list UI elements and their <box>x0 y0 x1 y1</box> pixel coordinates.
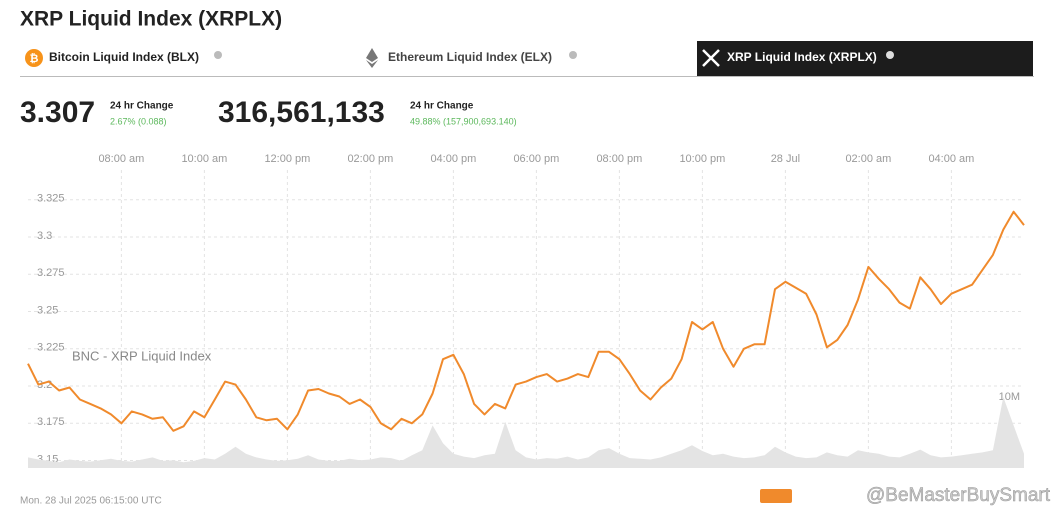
watermark: @BeMasterBuySmart <box>866 485 1051 506</box>
y-tick-label: 3.325 <box>37 193 65 205</box>
x-tick-label: 12:00 pm <box>264 153 310 165</box>
x-tick-label: 04:00 am <box>928 153 974 165</box>
x-tick-label: 08:00 pm <box>596 153 642 165</box>
x-tick-label: 06:00 pm <box>513 153 559 165</box>
tab[interactable]: XRP Liquid Index (XRPLX) <box>727 50 877 64</box>
y-tick-label: 3.3 <box>37 230 52 242</box>
volume: 316,561,133 <box>218 96 385 129</box>
plot: 08:00 am 10:00 am 12:00 pm 02:00 pm 04:00 pm… <box>27 153 1025 468</box>
y-tick-label: 3.25 <box>37 304 58 316</box>
title: XRP Liquid Index (XRPLX) <box>20 8 282 31</box>
y-tick-label: 3.275 <box>37 267 65 279</box>
change-label: 24 hr Change <box>410 101 474 112</box>
x-tick-label: 28 Jul <box>771 153 800 165</box>
annotation: BNC - XRP Liquid Index <box>72 348 212 363</box>
tab[interactable]: Ethereum Liquid Index (ELX) <box>388 50 552 64</box>
info-icon <box>886 51 894 59</box>
eth-icon <box>366 48 378 68</box>
y-tick-label: 3.175 <box>37 416 65 428</box>
range-button[interactable] <box>760 489 792 503</box>
volume-area <box>28 397 1024 468</box>
change-label: 24 hr Change <box>110 101 174 112</box>
x-tick-label: 10:00 am <box>181 153 227 165</box>
x-tick-label: 02:00 pm <box>347 153 393 165</box>
timestamp: Mon. 28 Jul 2025 06:15:00 UTC <box>20 496 162 507</box>
btc-icon <box>25 49 43 67</box>
x-tick-label: 08:00 am <box>98 153 144 165</box>
x-tick-label: 02:00 am <box>845 153 891 165</box>
change-value: 49.88% (157,900,693.140) <box>410 116 517 126</box>
btc-glyph: ₿ <box>30 53 39 65</box>
x-tick-label: 04:00 pm <box>430 153 476 165</box>
change-value: 2.67% (0.088) <box>110 116 167 126</box>
xrp-icon <box>702 49 720 67</box>
y2-tick-label: 10M <box>999 391 1020 403</box>
tab[interactable]: Bitcoin Liquid Index (BLX) <box>49 50 199 64</box>
info-icon <box>214 51 222 59</box>
x-tick-label: 10:00 pm <box>679 153 725 165</box>
active-tab-bg <box>697 41 1033 76</box>
info-icon <box>569 51 577 59</box>
price: 3.307 <box>20 96 95 129</box>
price-line <box>27 210 1025 432</box>
y-tick-label: 3.225 <box>37 342 65 354</box>
